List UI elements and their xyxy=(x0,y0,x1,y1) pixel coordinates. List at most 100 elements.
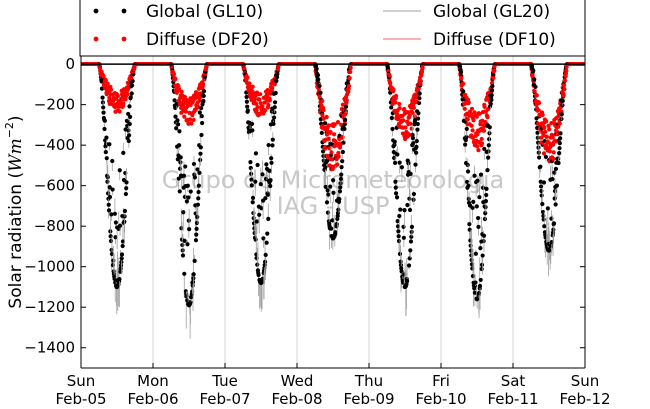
diffuse-point xyxy=(537,100,542,106)
global-point xyxy=(199,114,204,119)
global-point xyxy=(265,192,271,197)
y-tick-label: −800 xyxy=(34,217,75,235)
diffuse-point xyxy=(188,117,193,122)
global-point xyxy=(172,98,177,103)
global-point xyxy=(480,253,485,258)
global-point xyxy=(269,156,274,161)
watermark-line-2: IAG - USP xyxy=(277,192,390,220)
diffuse-point xyxy=(470,135,476,140)
legend: Global (GL10) Diffuse (DF20) Global (GL2… xyxy=(79,0,586,57)
global-point xyxy=(395,219,400,224)
global-point xyxy=(108,238,114,244)
global-point xyxy=(248,165,253,171)
global-point xyxy=(397,160,402,165)
diffuse-point xyxy=(492,68,497,73)
global-point xyxy=(109,212,114,217)
global-point xyxy=(185,183,190,188)
diffuse-point xyxy=(171,72,177,77)
global-point xyxy=(323,184,328,189)
global-point xyxy=(408,171,413,176)
global-point xyxy=(183,164,188,169)
global-point xyxy=(177,189,182,194)
diffuse-point xyxy=(179,89,184,94)
diffuse-point xyxy=(123,97,128,102)
global-point xyxy=(130,78,135,84)
global-point xyxy=(416,111,421,116)
global-point xyxy=(416,116,421,121)
global-point xyxy=(416,100,422,106)
global-point xyxy=(401,224,406,229)
global-point xyxy=(103,150,108,155)
global-point xyxy=(476,215,481,221)
global-point xyxy=(122,208,128,214)
x-tick-date-label: Feb-09 xyxy=(343,390,394,408)
global-point xyxy=(554,183,560,188)
x-tick-date-label: Feb-06 xyxy=(127,390,178,408)
global-point xyxy=(489,88,495,93)
global-point xyxy=(177,143,182,148)
global-point xyxy=(129,91,134,96)
global-point xyxy=(272,115,277,120)
x-tick-date-label: Feb-07 xyxy=(199,390,250,408)
global-point xyxy=(175,118,180,123)
diffuse-point xyxy=(105,81,110,86)
diffuse-point xyxy=(101,74,106,79)
diffuse-point xyxy=(401,118,406,123)
global-point xyxy=(398,207,403,212)
global-point xyxy=(537,155,542,160)
global-point xyxy=(250,195,256,200)
global-point xyxy=(331,190,336,195)
global-point xyxy=(267,168,272,173)
global-point xyxy=(104,135,109,140)
global-point xyxy=(106,208,112,213)
global-point xyxy=(396,229,401,234)
diffuse-point xyxy=(409,126,414,131)
diffuse-point xyxy=(477,111,482,116)
global-point xyxy=(260,172,265,177)
global-point xyxy=(264,240,269,245)
x-grid-lines xyxy=(152,54,514,368)
global-point xyxy=(177,129,182,134)
global-point xyxy=(104,156,109,161)
diffuse-point xyxy=(471,118,476,123)
global-point xyxy=(489,97,494,103)
global-point xyxy=(201,98,206,104)
global-point xyxy=(539,188,544,194)
global-point xyxy=(472,173,477,178)
legend-marker-diffuse-df20-b xyxy=(121,36,127,42)
global-point xyxy=(261,236,266,241)
global-point xyxy=(545,206,550,211)
global-point xyxy=(483,211,488,216)
legend-marker-global-gl10-b xyxy=(121,8,127,14)
global-point xyxy=(102,126,107,132)
diffuse-point xyxy=(459,75,464,80)
global-point xyxy=(479,262,485,267)
global-point xyxy=(316,77,321,82)
global-point xyxy=(411,191,416,197)
global-point xyxy=(124,180,129,185)
global-point xyxy=(407,256,412,261)
global-point xyxy=(473,251,478,256)
global-point xyxy=(196,183,201,188)
diffuse-point xyxy=(393,93,399,99)
global-point xyxy=(393,191,399,196)
global-point xyxy=(411,141,416,146)
diffuse-point xyxy=(328,130,333,135)
diffuse-point xyxy=(397,105,402,111)
global-point xyxy=(336,207,341,212)
global-point xyxy=(479,266,484,272)
x-tick-day-label: Tue xyxy=(211,372,238,390)
global-point xyxy=(341,140,346,145)
y-tick-label: −200 xyxy=(34,96,75,114)
diffuse-point xyxy=(561,93,566,98)
global-point xyxy=(338,185,343,190)
global-point xyxy=(105,179,110,184)
global-point xyxy=(105,191,111,196)
diffuse-point xyxy=(387,73,392,78)
global-point xyxy=(100,95,105,100)
x-tick-date-label: Feb-11 xyxy=(487,390,538,408)
global-point xyxy=(317,83,322,89)
global-point xyxy=(121,150,126,156)
diffuse-point xyxy=(321,108,326,113)
global-point xyxy=(484,192,489,198)
